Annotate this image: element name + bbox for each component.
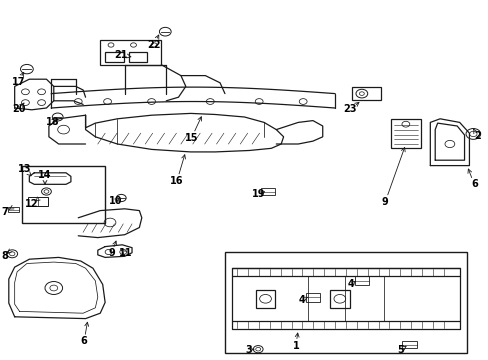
Text: 18: 18 (46, 117, 60, 127)
Bar (105, 52, 123, 62)
Bar (351, 87, 381, 100)
Text: 6: 6 (81, 336, 87, 346)
Bar (329, 290, 349, 308)
Text: 4: 4 (347, 279, 354, 289)
Bar (22, 166, 105, 223)
Bar (224, 252, 466, 353)
Bar (261, 188, 274, 195)
Bar (8, 207, 19, 212)
Text: 9: 9 (108, 248, 115, 258)
Text: 11: 11 (119, 248, 133, 258)
Bar (28, 197, 48, 206)
Bar (390, 119, 420, 148)
Text: 5: 5 (397, 345, 404, 355)
Text: 20: 20 (12, 104, 25, 114)
Text: 12: 12 (25, 199, 39, 210)
Text: 9: 9 (381, 197, 388, 207)
Text: 22: 22 (147, 40, 161, 50)
Text: 1: 1 (292, 341, 299, 351)
Text: 3: 3 (244, 345, 251, 355)
Bar (255, 290, 275, 308)
Bar (305, 292, 320, 302)
Text: 15: 15 (184, 132, 198, 143)
Bar (402, 341, 416, 348)
Bar (354, 276, 368, 285)
Text: 7: 7 (1, 207, 8, 217)
Text: 16: 16 (170, 176, 183, 186)
Text: 6: 6 (470, 179, 477, 189)
Text: 8: 8 (1, 251, 8, 261)
Text: 10: 10 (108, 196, 122, 206)
Text: 23: 23 (343, 104, 356, 114)
Text: 17: 17 (12, 77, 25, 87)
Text: 21: 21 (114, 50, 128, 60)
Text: 14: 14 (38, 170, 52, 180)
Text: 13: 13 (18, 164, 31, 174)
Bar (100, 40, 161, 65)
Text: 4: 4 (298, 294, 305, 305)
Bar (128, 52, 147, 62)
Text: 2: 2 (473, 131, 480, 141)
Text: 19: 19 (252, 189, 265, 199)
